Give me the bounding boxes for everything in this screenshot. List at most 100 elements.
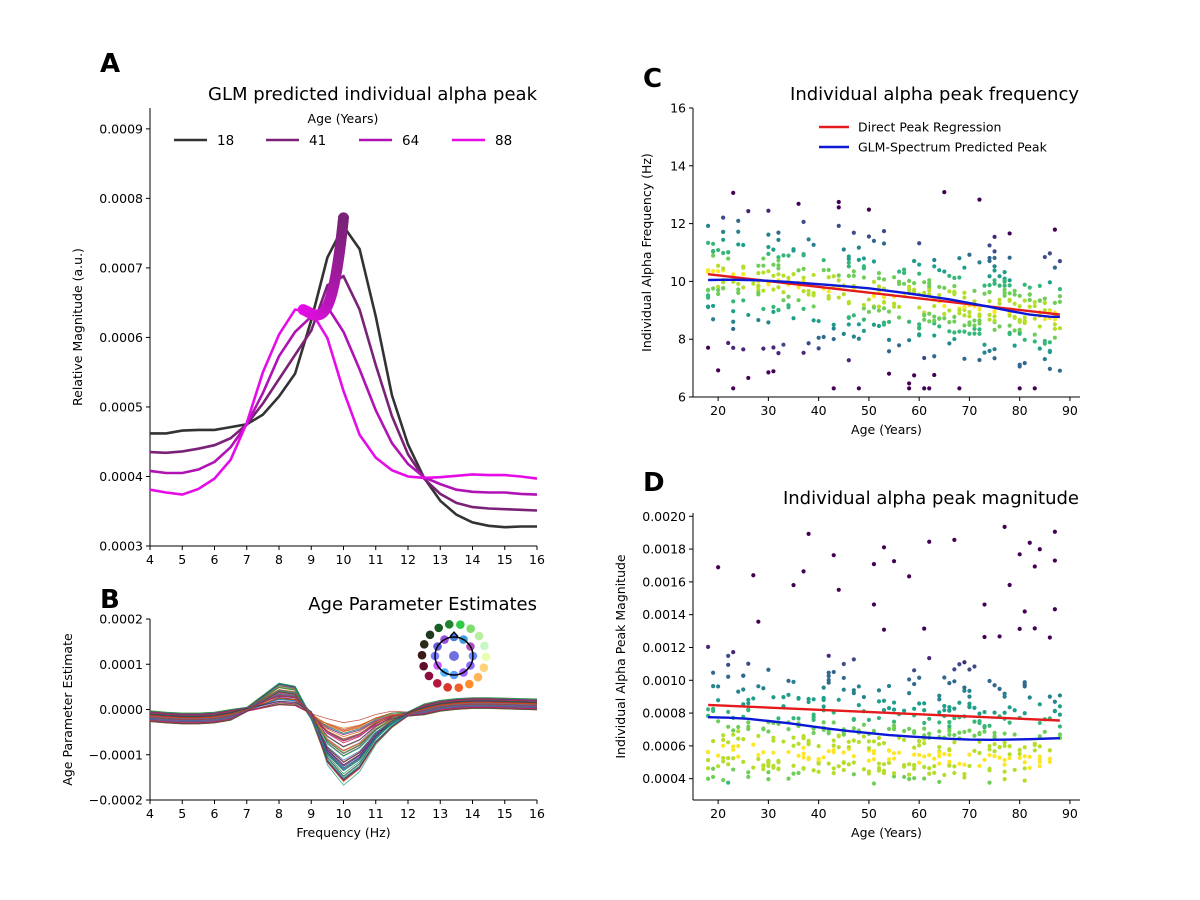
scatter-point: [912, 281, 917, 286]
scatter-point: [881, 277, 887, 282]
scatter-point: [1002, 270, 1007, 275]
scatter-point: [731, 309, 736, 314]
scatter-point: [907, 338, 912, 343]
scatter-point: [1002, 287, 1007, 292]
x-axis-label: Age (Years): [851, 825, 922, 840]
scatter-point: [816, 769, 821, 774]
scatter-point: [972, 733, 977, 738]
sensor-dot: [443, 683, 452, 692]
y-tick-label: 0.0012: [642, 640, 686, 655]
scatter-point: [927, 539, 932, 544]
scatter-point: [811, 730, 816, 736]
scatter-point: [711, 241, 716, 246]
scatter-point: [977, 312, 982, 317]
scatter-point: [886, 371, 892, 376]
scatter-point: [1052, 709, 1057, 714]
scatter-point: [1037, 757, 1042, 762]
scatter-point: [741, 759, 746, 764]
y-tick-label: 0.0010: [642, 673, 686, 688]
scatter-point: [977, 720, 982, 726]
scatter-point: [977, 318, 982, 323]
scatter-point: [856, 322, 861, 327]
scatter-point: [1057, 294, 1062, 299]
scatter-point: [1002, 524, 1007, 529]
scatter-point: [947, 329, 952, 334]
scatter-point: [705, 240, 711, 245]
scatter-point: [796, 298, 801, 303]
scatter-point: [771, 262, 776, 267]
scatter-point: [716, 698, 721, 703]
scatter-point: [836, 205, 841, 210]
scatter-point: [992, 318, 997, 323]
chart-panel-a: 4 5 6 7 8 9 10 11 12 13 14 15 16 0.0003 0.0004 0.0005 0.…: [70, 108, 545, 567]
scatter-point: [901, 774, 907, 780]
scatter-point: [962, 290, 967, 295]
x-tick-label: 90: [1062, 403, 1078, 418]
scatter-point: [871, 739, 877, 744]
scatter-point: [937, 284, 942, 290]
x-tick-label: 40: [811, 806, 827, 821]
scatter-point: [962, 356, 967, 361]
scatter-point: [731, 190, 736, 195]
scatter-point: [1007, 705, 1012, 710]
scatter-point: [731, 319, 736, 324]
scatter-point: [992, 255, 997, 261]
scatter-point: [1047, 251, 1052, 256]
scatter-point: [761, 270, 766, 275]
scatter-point: [851, 230, 856, 235]
scatter-point: [891, 301, 897, 306]
scatter-point: [1032, 303, 1037, 309]
panel-title-d: Individual alpha peak magnitude: [783, 488, 1079, 509]
scatter-point: [886, 349, 892, 354]
scatter-point: [1017, 552, 1022, 557]
scatter-point: [907, 776, 912, 782]
panel-label-a: A: [100, 49, 120, 79]
scatter-point: [1057, 724, 1062, 729]
scatter-point: [947, 289, 952, 294]
scatter-point: [1052, 300, 1057, 305]
scatter-point: [997, 745, 1002, 750]
x-tick-label: 80: [1012, 403, 1028, 418]
scatter-point: [871, 757, 877, 762]
scatter-point: [1042, 729, 1047, 734]
scatter-point: [705, 304, 711, 309]
scatter-point: [716, 719, 721, 724]
scatter-point: [721, 737, 726, 742]
sensor-dot: [444, 620, 454, 629]
scatter-point: [876, 323, 882, 329]
scatter-point: [806, 292, 811, 297]
scatter-point: [982, 291, 987, 296]
scatter-point: [987, 348, 992, 353]
scatter-point: [801, 735, 806, 741]
scatter-point: [982, 350, 987, 355]
scatter-point: [786, 749, 791, 755]
scatter-point: [876, 308, 882, 313]
scatter-point: [736, 229, 741, 234]
scatter-point: [836, 697, 841, 702]
scatter-point: [731, 728, 736, 733]
scatter-point: [736, 290, 741, 296]
scatter-point: [1007, 755, 1012, 761]
scatter-point: [912, 766, 917, 771]
x-tick-label: 12: [400, 552, 416, 567]
scatter-point: [806, 288, 811, 294]
x-tick-label: 7: [243, 552, 251, 567]
scatter-point: [841, 247, 846, 252]
scatter-point: [711, 684, 716, 689]
scatter-point: [957, 662, 962, 667]
scatter-point: [957, 386, 962, 391]
scatter-point: [997, 324, 1002, 329]
scatter-point: [831, 738, 836, 743]
y-axis-label: Individual Alpha Frequency (Hz): [639, 153, 654, 352]
scatter-point: [851, 269, 856, 274]
scatter-point: [791, 316, 796, 321]
scatter-point: [917, 305, 922, 310]
scatter-point: [771, 309, 776, 314]
scatter-point: [705, 223, 711, 228]
scatter-point: [937, 292, 942, 298]
x-tick-label: 60: [911, 403, 927, 418]
scatter-point: [972, 719, 977, 724]
scatter-point: [1022, 711, 1027, 716]
scatter-point: [796, 770, 801, 776]
scatter-point: [791, 743, 796, 748]
